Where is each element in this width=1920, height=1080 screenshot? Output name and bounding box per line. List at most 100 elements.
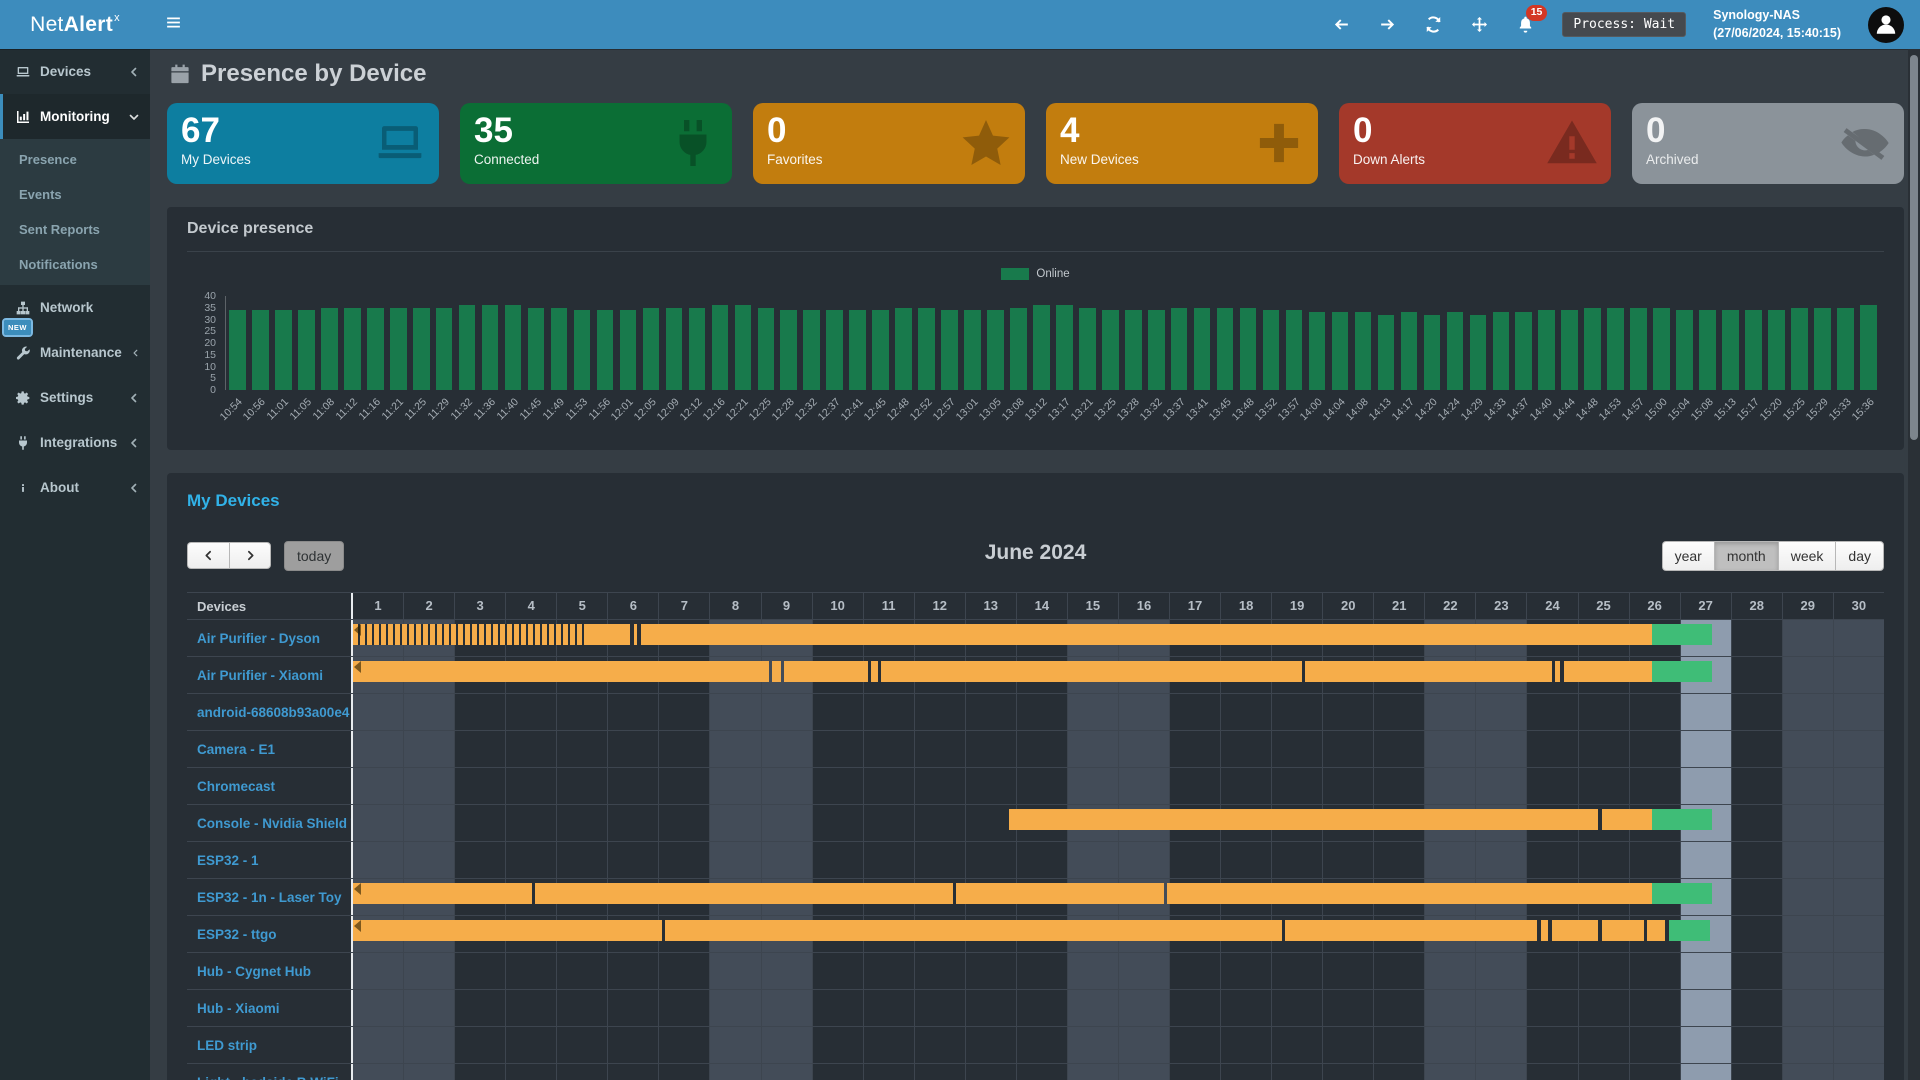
stat-card-my-devices[interactable]: 67 My Devices xyxy=(167,103,439,184)
device-link[interactable]: LED strip xyxy=(197,1037,258,1053)
device-link[interactable]: Air Purifier - Dyson xyxy=(197,630,321,646)
nav-back-button[interactable] xyxy=(1332,15,1351,34)
day-cell xyxy=(1015,842,1067,878)
day-cell xyxy=(1781,805,1833,841)
refresh-button[interactable] xyxy=(1424,15,1443,34)
day-cell xyxy=(1781,990,1833,1026)
stat-card-favorites[interactable]: 0 Favorites xyxy=(753,103,1025,184)
day-cell xyxy=(1628,731,1680,767)
calendar-view-year-button[interactable]: year xyxy=(1661,540,1714,571)
device-link[interactable]: Console - Nvidia Shield T xyxy=(197,815,351,831)
day-cell xyxy=(1781,1027,1833,1063)
day-cell xyxy=(1832,1027,1884,1063)
day-header-11: 11 xyxy=(862,593,914,619)
day-cell xyxy=(658,953,709,989)
day-cell xyxy=(1322,1027,1373,1063)
chart-bar xyxy=(1742,296,1765,390)
day-header-8: 8 xyxy=(709,593,760,619)
day-cell xyxy=(1730,916,1782,952)
sidebar-subitem-notifications[interactable]: Notifications xyxy=(19,257,98,272)
device-link[interactable]: ESP32 - ttgo xyxy=(197,926,277,942)
day-cell xyxy=(1832,768,1884,804)
day-cell xyxy=(607,731,658,767)
stat-card-archived[interactable]: 0 Archived xyxy=(1632,103,1904,184)
day-cell xyxy=(1424,768,1476,804)
device-link[interactable]: Air Purifier - Xiaomi xyxy=(197,667,324,683)
day-header-16: 16 xyxy=(1117,593,1169,619)
device-link[interactable]: ESP32 - 1n - Laser Toy xyxy=(197,889,342,905)
day-cell xyxy=(1169,1027,1220,1063)
sidebar-item-monitoring[interactable]: Monitoring xyxy=(0,94,150,139)
day-cell xyxy=(1475,990,1527,1026)
day-cell xyxy=(760,731,812,767)
sidebar-item-integrations[interactable]: Integrations xyxy=(0,420,150,465)
sidebar-subitem-sent-reports[interactable]: Sent Reports xyxy=(19,222,100,237)
day-cell xyxy=(1271,953,1322,989)
day-cell xyxy=(1781,657,1833,693)
day-cell xyxy=(607,694,658,730)
calendar-view-week-button[interactable]: week xyxy=(1777,540,1836,571)
sidebar-item-devices[interactable]: Devices xyxy=(0,49,150,94)
day-cell xyxy=(403,805,455,841)
day-cell xyxy=(1832,805,1884,841)
app-logo[interactable]: Net Alert x xyxy=(0,0,150,49)
day-cell xyxy=(964,1064,1016,1080)
device-row-console-nvidia-shield-t: Console - Nvidia Shield T xyxy=(187,805,1884,842)
chart-bar xyxy=(594,296,617,390)
sidebar-toggle-button[interactable] xyxy=(150,0,196,49)
calendar-next-button[interactable] xyxy=(229,542,271,569)
device-link[interactable]: Hub - Xiaomi xyxy=(197,1000,280,1016)
sidebar-item-maintenance[interactable]: NEW Maintenance xyxy=(0,318,150,375)
day-header-28: 28 xyxy=(1730,593,1782,619)
stat-card-connected[interactable]: 35 Connected xyxy=(460,103,732,184)
legend-swatch-online xyxy=(1001,268,1030,280)
day-cell xyxy=(505,990,556,1026)
day-cell xyxy=(1015,953,1067,989)
page-title: Presence by Device xyxy=(201,60,427,87)
day-cell xyxy=(1781,879,1833,915)
day-cell xyxy=(913,731,965,767)
wrench-icon xyxy=(15,345,31,361)
calendar-nav-group xyxy=(187,542,271,569)
device-link[interactable]: Chromecast xyxy=(197,778,276,794)
day-cell xyxy=(913,1027,965,1063)
device-link[interactable]: Hub - Cygnet Hub xyxy=(197,963,311,979)
day-cell xyxy=(454,953,505,989)
scrollbar-thumb[interactable] xyxy=(1910,55,1918,440)
device-link[interactable]: Camera - E1 xyxy=(197,741,276,757)
day-cell xyxy=(1373,768,1424,804)
calendar-today-button[interactable]: today xyxy=(284,540,345,571)
day-header-6: 6 xyxy=(607,593,658,619)
user-avatar[interactable] xyxy=(1868,6,1904,43)
nav-forward-button[interactable] xyxy=(1378,15,1397,34)
sidebar-item-network[interactable]: Network xyxy=(0,285,150,330)
page-scrollbar[interactable] xyxy=(1908,49,1920,1080)
device-link[interactable]: ESP32 - 1 xyxy=(197,852,259,868)
my-devices-title[interactable]: My Devices xyxy=(187,491,280,510)
online-now-segment xyxy=(1651,809,1713,830)
calendar-view-day-button[interactable]: day xyxy=(1835,540,1884,571)
calendar-prev-button[interactable] xyxy=(187,542,229,569)
timeline-cells xyxy=(351,990,1884,1026)
timeline-cells xyxy=(351,953,1884,989)
sidebar-item-label: About xyxy=(40,480,79,495)
presence-segment xyxy=(1647,920,1665,941)
notifications-bell-button[interactable]: 15 xyxy=(1516,5,1548,34)
sidebar-item-settings[interactable]: Settings xyxy=(0,375,150,420)
server-name: Synology-NAS xyxy=(1713,8,1800,22)
calendar-view-month-button[interactable]: month xyxy=(1713,540,1778,571)
presence-segment xyxy=(1552,920,1599,941)
day-cell xyxy=(1475,953,1527,989)
sidebar-subitem-events[interactable]: Events xyxy=(19,187,62,202)
day-cell xyxy=(1169,1064,1220,1080)
fullscreen-move-button[interactable] xyxy=(1470,15,1489,34)
stat-card-new-devices[interactable]: 4 New Devices xyxy=(1046,103,1318,184)
device-link[interactable]: Light - bedside B WiFi xyxy=(187,1064,351,1080)
device-link[interactable]: android-68608b93a00e4 xyxy=(197,704,350,720)
day-cell xyxy=(403,1064,455,1080)
day-cell xyxy=(1117,842,1169,878)
stat-card-down-alerts[interactable]: 0 Down Alerts xyxy=(1339,103,1611,184)
sidebar-subitem-presence[interactable]: Presence xyxy=(19,152,77,167)
sidebar-item-about[interactable]: About xyxy=(0,465,150,510)
calendar-month-label: June 2024 xyxy=(984,541,1087,564)
